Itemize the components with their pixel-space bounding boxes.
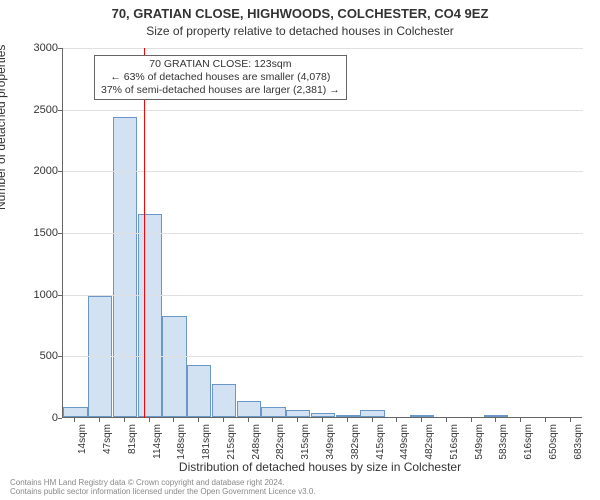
bar [360, 410, 384, 417]
bar [187, 365, 211, 417]
x-tick-mark [322, 418, 323, 422]
x-tick-mark [74, 418, 75, 422]
x-tick-label: 81sqm [127, 424, 138, 472]
x-tick-label: 449sqm [399, 424, 410, 472]
bar [212, 384, 236, 417]
y-axis-label: Number of detached properties [0, 45, 8, 210]
x-tick-label: 14sqm [77, 424, 88, 472]
annotation-line-3: 37% of semi-detached houses are larger (… [101, 84, 340, 97]
x-tick-mark [223, 418, 224, 422]
bar [410, 415, 434, 417]
bar [162, 316, 186, 417]
y-tick-label: 1500 [12, 228, 58, 238]
x-tick-label: 482sqm [424, 424, 435, 472]
plot-area [62, 48, 582, 418]
attribution-line-2: Contains public sector information licen… [10, 487, 316, 496]
x-tick-mark [149, 418, 150, 422]
x-tick-label: 181sqm [201, 424, 212, 472]
gridline [63, 295, 583, 296]
attribution-line-1: Contains HM Land Registry data © Crown c… [10, 478, 316, 487]
x-tick-mark [272, 418, 273, 422]
x-tick-label: 282sqm [275, 424, 286, 472]
bar [286, 410, 310, 417]
x-tick-mark [372, 418, 373, 422]
x-tick-label: 683sqm [573, 424, 584, 472]
x-tick-mark [446, 418, 447, 422]
x-tick-mark [347, 418, 348, 422]
x-tick-label: 315sqm [300, 424, 311, 472]
x-tick-label: 47sqm [102, 424, 113, 472]
x-tick-mark [173, 418, 174, 422]
attribution-text: Contains HM Land Registry data © Crown c… [10, 478, 316, 496]
x-tick-label: 516sqm [449, 424, 460, 472]
x-tick-label: 215sqm [226, 424, 237, 472]
y-tick-label: 1000 [12, 290, 58, 300]
x-tick-label: 382sqm [350, 424, 361, 472]
gridline [63, 233, 583, 234]
y-tick-label: 2500 [12, 105, 58, 115]
x-tick-label: 583sqm [498, 424, 509, 472]
bar [138, 214, 162, 418]
x-tick-label: 650sqm [548, 424, 559, 472]
x-tick-mark [495, 418, 496, 422]
bars-group [63, 47, 583, 417]
chart-title-address: 70, GRATIAN CLOSE, HIGHWOODS, COLCHESTER… [0, 6, 600, 21]
annotation-line-1: 70 GRATIAN CLOSE: 123sqm [101, 58, 340, 71]
x-tick-mark [570, 418, 571, 422]
y-tick-mark [58, 356, 62, 357]
y-tick-mark [58, 110, 62, 111]
x-tick-label: 114sqm [152, 424, 163, 472]
x-tick-mark [396, 418, 397, 422]
x-tick-mark [248, 418, 249, 422]
y-tick-label: 2000 [12, 166, 58, 176]
x-tick-label: 415sqm [375, 424, 386, 472]
x-tick-mark [421, 418, 422, 422]
y-tick-mark [58, 171, 62, 172]
x-tick-mark [99, 418, 100, 422]
x-tick-mark [471, 418, 472, 422]
y-tick-mark [58, 295, 62, 296]
x-tick-label: 549sqm [474, 424, 485, 472]
bar [484, 415, 508, 417]
x-tick-mark [520, 418, 521, 422]
gridline [63, 48, 583, 49]
y-tick-label: 0 [12, 413, 58, 423]
y-tick-label: 3000 [12, 43, 58, 53]
x-tick-label: 148sqm [176, 424, 187, 472]
y-tick-mark [58, 418, 62, 419]
x-tick-label: 349sqm [325, 424, 336, 472]
x-tick-label: 248sqm [251, 424, 262, 472]
x-tick-label: 616sqm [523, 424, 534, 472]
bar [336, 415, 360, 417]
annotation-box: 70 GRATIAN CLOSE: 123sqm← 63% of detache… [94, 55, 347, 100]
x-tick-mark [545, 418, 546, 422]
x-tick-mark [198, 418, 199, 422]
bar [237, 401, 261, 417]
y-tick-mark [58, 48, 62, 49]
annotation-line-2: ← 63% of detached houses are smaller (4,… [101, 71, 340, 84]
chart-title-subtitle: Size of property relative to detached ho… [0, 24, 600, 38]
bar [63, 407, 87, 417]
x-tick-mark [297, 418, 298, 422]
bar [311, 413, 335, 417]
y-tick-label: 500 [12, 351, 58, 361]
bar [113, 117, 137, 417]
bar [261, 407, 285, 417]
x-tick-mark [124, 418, 125, 422]
gridline [63, 171, 583, 172]
gridline [63, 356, 583, 357]
marker-line [144, 48, 145, 418]
chart-container: 70, GRATIAN CLOSE, HIGHWOODS, COLCHESTER… [0, 0, 600, 500]
gridline [63, 110, 583, 111]
y-tick-mark [58, 233, 62, 234]
